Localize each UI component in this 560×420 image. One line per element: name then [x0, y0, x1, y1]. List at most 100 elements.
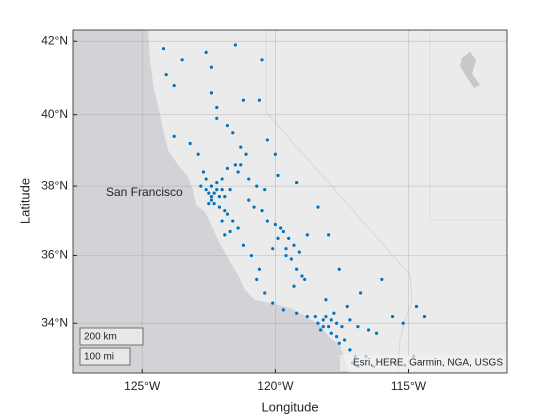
point — [380, 277, 384, 282]
point — [164, 72, 168, 77]
point — [241, 243, 246, 247]
point — [329, 331, 333, 335]
axes-box — [72, 29, 508, 374]
point — [260, 58, 264, 62]
point — [300, 274, 304, 278]
point — [332, 311, 336, 315]
point — [374, 331, 379, 335]
point — [303, 277, 307, 282]
point — [319, 328, 323, 332]
point — [228, 188, 232, 192]
scale-label: 100 mi — [84, 352, 114, 363]
point — [201, 170, 206, 174]
point — [273, 152, 277, 156]
point — [284, 253, 288, 258]
point — [161, 47, 166, 51]
point — [209, 198, 214, 202]
point — [297, 250, 301, 254]
point — [279, 226, 283, 230]
point — [196, 152, 200, 156]
x-tick-label: 120°W — [257, 379, 294, 393]
point — [220, 219, 224, 223]
point — [212, 191, 216, 195]
point — [340, 325, 344, 329]
point — [204, 50, 208, 54]
point — [348, 348, 352, 352]
land — [148, 30, 507, 373]
point — [295, 180, 299, 185]
point — [358, 291, 363, 295]
point — [289, 257, 293, 261]
point — [209, 91, 214, 95]
state-border — [429, 30, 507, 221]
point — [228, 229, 232, 234]
point — [334, 335, 339, 339]
point — [239, 145, 243, 149]
point — [260, 209, 264, 213]
point — [257, 267, 261, 271]
point — [231, 131, 235, 135]
point — [204, 177, 208, 181]
point — [233, 163, 238, 167]
point — [273, 222, 277, 227]
y-tick-label: 36°N — [41, 248, 68, 262]
point — [231, 219, 235, 223]
point — [287, 236, 291, 240]
point — [223, 209, 227, 213]
x-tick-label: 115°W — [391, 379, 427, 393]
point — [295, 267, 299, 271]
point — [321, 318, 325, 322]
point — [390, 314, 395, 319]
point — [172, 134, 176, 138]
point — [271, 301, 275, 305]
point — [292, 284, 296, 288]
point — [249, 253, 253, 258]
point — [281, 229, 285, 234]
point — [252, 205, 256, 209]
point — [217, 195, 222, 199]
scale-label: 200 km — [84, 332, 117, 343]
point — [316, 205, 320, 209]
point — [337, 341, 341, 345]
point — [172, 83, 176, 88]
x-tick-label: 125°W — [124, 379, 161, 393]
point — [255, 184, 259, 188]
point — [212, 202, 216, 206]
point — [223, 233, 227, 237]
point — [225, 123, 230, 128]
point — [265, 138, 269, 142]
point — [324, 314, 328, 319]
annotation: San Francisco — [106, 185, 183, 199]
point — [401, 321, 405, 325]
x-axis-label: Longitude — [261, 399, 318, 414]
point — [209, 195, 214, 199]
point — [284, 247, 288, 251]
scale-bar-mi — [79, 347, 131, 366]
state-border — [265, 30, 413, 374]
point — [225, 166, 230, 171]
point — [305, 314, 309, 319]
point — [215, 180, 219, 185]
point — [316, 321, 320, 325]
point — [215, 188, 219, 192]
point — [233, 43, 238, 47]
point — [276, 173, 280, 178]
attribution: Esri, HERE, Garmin, NGA, USGS — [353, 358, 503, 369]
point — [337, 267, 341, 271]
point — [327, 325, 331, 329]
point — [236, 226, 240, 230]
point — [271, 247, 275, 251]
point — [327, 233, 331, 237]
point — [207, 202, 211, 206]
point — [217, 205, 222, 209]
point — [345, 304, 349, 309]
point — [356, 325, 360, 329]
lake — [460, 52, 480, 88]
point — [244, 152, 248, 156]
point — [255, 277, 259, 282]
point — [209, 184, 214, 188]
attribution-bg — [340, 355, 506, 371]
point — [236, 170, 240, 174]
